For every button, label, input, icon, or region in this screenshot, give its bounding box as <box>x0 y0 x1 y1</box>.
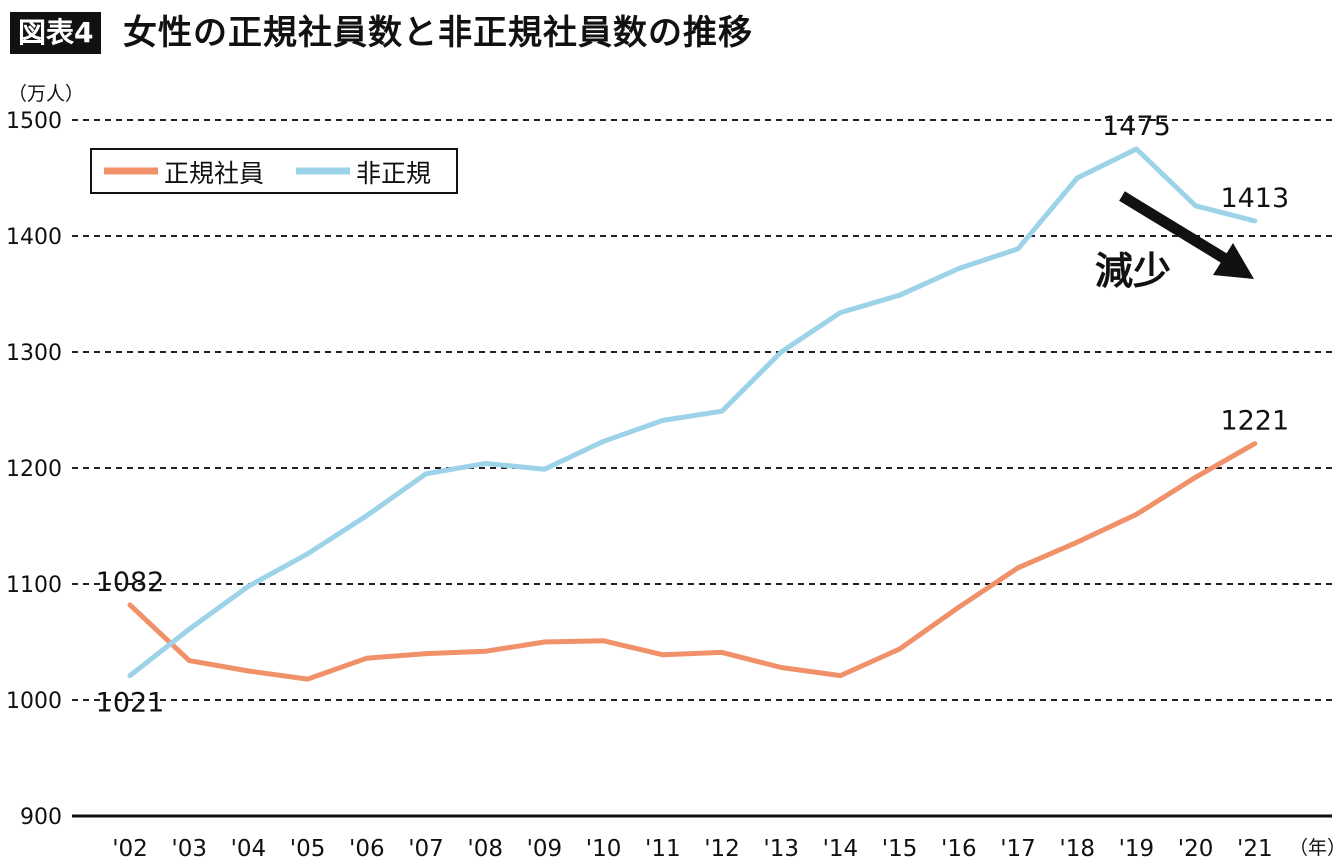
y-tick-label: 1200 <box>6 457 62 482</box>
series-line-nonregular <box>127 146 1258 679</box>
x-tick-label: '09 <box>527 836 563 862</box>
x-tick-label: '14 <box>823 836 859 862</box>
y-tick-label: 1300 <box>6 341 62 366</box>
x-tick-label: '15 <box>882 836 918 862</box>
x-axis-unit: （年） <box>1289 837 1340 859</box>
x-tick-label: '07 <box>408 836 444 862</box>
figure-label-badge: 図表4 <box>10 12 102 54</box>
x-tick-label: '04 <box>231 836 267 862</box>
x-tick-label: '18 <box>1059 836 1095 862</box>
legend-label-nonregular: 非正規 <box>356 159 431 188</box>
decrease-annotation: 減少 <box>1095 191 1254 293</box>
x-tick-label: '16 <box>941 836 977 862</box>
y-tick-label: 1400 <box>6 225 62 250</box>
chart-title: 女性の正規社員数と非正規社員数の推移 <box>123 13 753 53</box>
x-tick-label: '12 <box>704 836 740 862</box>
x-tick-label: '17 <box>1000 836 1036 862</box>
x-tick-label: '19 <box>1119 836 1155 862</box>
data-label: 1082 <box>96 567 165 598</box>
x-tick-label: '03 <box>171 836 207 862</box>
y-tick-label: 1000 <box>6 689 62 714</box>
x-tick-label: '06 <box>349 836 385 862</box>
legend-label-regular: 正規社員 <box>164 159 264 188</box>
x-tick-label: '02 <box>112 836 148 862</box>
data-label: 1021 <box>96 688 165 719</box>
y-tick-label: 1500 <box>6 109 62 134</box>
x-tick-label: '20 <box>1178 836 1214 862</box>
decrease-arrow-head <box>1213 243 1254 279</box>
series-lines <box>127 146 1258 682</box>
y-tick-label: 900 <box>20 805 62 830</box>
data-label: 1413 <box>1220 183 1289 214</box>
gridlines <box>72 119 1332 701</box>
data-labels: 1082 1021 1221 1475 1413 <box>96 111 1290 719</box>
axes: （万人） 900 1000 1100 1200 1300 1400 1500 '02 '03 '04… <box>6 83 1340 862</box>
x-tick-label: '08 <box>467 836 503 862</box>
x-tick-label: '11 <box>645 836 681 862</box>
y-axis-unit: （万人） <box>8 83 84 105</box>
x-tick-label: '13 <box>763 836 799 862</box>
series-line-regular <box>127 441 1258 682</box>
y-tick-label: 1100 <box>6 573 62 598</box>
data-label: 1475 <box>1102 111 1171 142</box>
x-tick-label: '10 <box>586 836 622 862</box>
x-tick-label: '21 <box>1237 836 1273 862</box>
decrease-arrow-shaft <box>1119 191 1235 268</box>
x-tick-label: '05 <box>290 836 326 862</box>
legend: 正規社員 非正規 <box>90 148 458 194</box>
decrease-label: 減少 <box>1095 249 1171 293</box>
data-label: 1221 <box>1220 406 1289 437</box>
